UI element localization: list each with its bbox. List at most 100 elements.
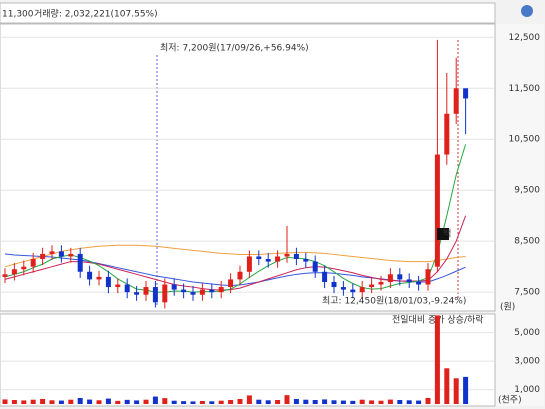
volume-bar: [162, 398, 168, 404]
candle-body: [265, 259, 271, 262]
volume-bar: [246, 395, 252, 404]
candle-body: [199, 289, 205, 295]
volume-bar: [444, 368, 450, 404]
volume-bar: [284, 395, 290, 404]
volume-bar: [115, 400, 121, 404]
candle-body: [378, 281, 384, 285]
volume-bar: [21, 400, 27, 404]
candle-body: [152, 287, 158, 303]
moving-average: [4, 244, 466, 268]
volume-bar: [397, 400, 403, 404]
candle-body: [21, 266, 27, 270]
y-tick-label: 10,500: [509, 135, 541, 145]
marker-box: [437, 228, 449, 240]
volume-bar: [275, 400, 281, 404]
volume-bar: [228, 400, 234, 404]
candle-body: [162, 284, 168, 303]
candle-body: [124, 284, 130, 293]
candle-body: [444, 113, 450, 155]
candle-body: [453, 88, 459, 114]
candle-body: [303, 259, 309, 262]
volume-bar: [11, 400, 17, 404]
annotation: 최저: 7,200원(17/09/26,+56.94%): [160, 43, 309, 54]
candle-body: [181, 289, 187, 293]
volume-bar: [190, 401, 196, 404]
candle-body: [87, 271, 93, 280]
volume-bar: [340, 400, 346, 404]
candle-body: [30, 259, 36, 267]
candle-body: [171, 284, 177, 290]
candle-body: [284, 253, 290, 257]
volume-bar: [181, 401, 187, 404]
candle-body: [115, 284, 121, 288]
volume-bar: [256, 399, 262, 404]
volume-bar: [453, 378, 459, 404]
volume-bar: [40, 399, 46, 404]
candle-body: [256, 256, 262, 260]
candle-body: [397, 274, 403, 280]
volume-bar: [369, 400, 375, 404]
candle-body: [322, 271, 328, 282]
candle-body: [425, 269, 431, 285]
candle-body: [293, 253, 299, 260]
volume-bar: [134, 400, 140, 404]
candle-body: [77, 253, 83, 272]
volume-bar: [425, 398, 431, 404]
volume-bar: [322, 399, 328, 404]
volume-bar: [350, 400, 356, 404]
volume-bar: [49, 400, 55, 404]
candle-body: [416, 281, 422, 285]
volume-bar: [312, 400, 318, 404]
header-price: 11,300: [2, 10, 34, 20]
candle-body: [331, 281, 337, 288]
candle-body: [350, 289, 356, 293]
y-tick-label: 7,500: [514, 288, 540, 298]
candle-body: [246, 256, 252, 272]
volume-bar: [331, 400, 337, 404]
volume-bar: [209, 401, 215, 404]
candle-body: [143, 287, 149, 295]
y-tick-label: 5,000: [514, 328, 540, 338]
y-tick-label: 1,000: [514, 385, 540, 395]
axis-area: [496, 24, 544, 406]
volume-bar: [463, 376, 469, 404]
volume-bar: [237, 399, 243, 404]
settings-icon[interactable]: [521, 5, 533, 17]
volume-bar: [68, 399, 74, 404]
candle-body: [209, 289, 215, 293]
volume-bar: [2, 399, 8, 404]
volume-bar: [293, 399, 299, 404]
candle-body: [312, 261, 318, 272]
volume-bar: [387, 399, 393, 404]
header-bar: [0, 2, 496, 24]
header-volume: 거래량: 2,032,221(107.55%): [34, 8, 158, 20]
volume-bar: [105, 398, 111, 404]
candle-body: [105, 276, 111, 288]
candle-body: [406, 279, 412, 282]
volume-bar: [359, 399, 365, 404]
y-tick-label: 8,500: [514, 237, 540, 247]
candle-body: [434, 154, 440, 267]
candle-body: [96, 276, 102, 280]
volume-bar: [303, 399, 309, 404]
annotation: 최고: 12,450원(18/01/03,-9.24%): [322, 296, 466, 307]
candle-body: [11, 269, 17, 275]
volume-unit: (천주): [498, 395, 522, 406]
volume-bar: [152, 396, 158, 404]
y-tick-label: 11,500: [509, 84, 541, 94]
volume-bar: [96, 400, 102, 404]
y-tick-label: 12,500: [509, 33, 541, 43]
candle-body: [340, 287, 346, 290]
candle-body: [463, 88, 469, 99]
volume-bar: [124, 399, 130, 404]
volume-bar: [416, 400, 422, 404]
volume-bar: [378, 400, 384, 404]
candle-body: [359, 287, 365, 293]
volume-bar: [218, 400, 224, 404]
volume-bar: [30, 399, 36, 404]
candle-body: [134, 292, 140, 295]
candle-body: [2, 274, 8, 277]
volume-bar: [265, 400, 271, 404]
candle-body: [387, 274, 393, 282]
